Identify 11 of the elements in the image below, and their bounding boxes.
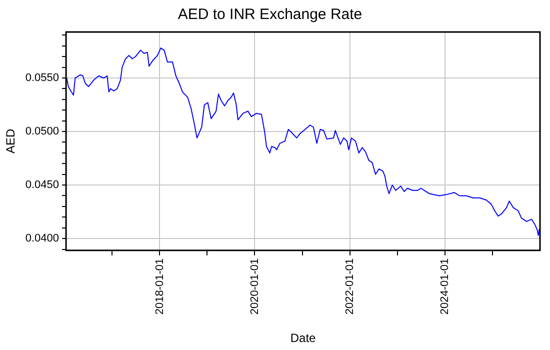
x-tick-label: 2018-01-01: [154, 258, 166, 315]
chart-title: AED to INR Exchange Rate: [178, 6, 362, 24]
x-axis-title: Date: [290, 331, 316, 346]
x-tick-label: 2020-01-01: [248, 258, 261, 315]
y-tick-label: 0.0550: [25, 72, 60, 84]
y-tick-label: 0.0450: [25, 179, 60, 192]
x-tick-label: 2022-01-01: [344, 258, 356, 315]
y-tick-label: 0.0400: [25, 232, 60, 245]
y-tick-label: 0.0500: [25, 126, 60, 138]
y-axis-title: AED: [4, 128, 18, 154]
x-tick-label: 2024-01-01: [438, 258, 451, 315]
